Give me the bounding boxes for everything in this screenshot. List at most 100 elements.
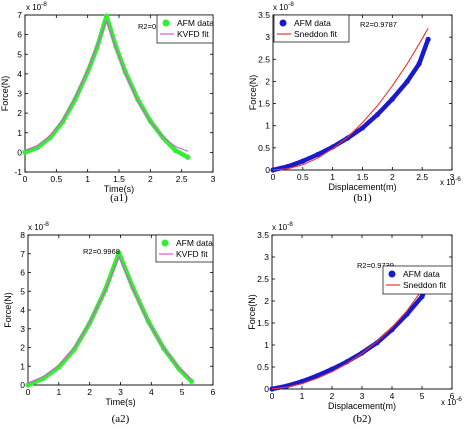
series-line-afm-data — [25, 250, 194, 388]
legend-label: Sneddon fit — [403, 280, 447, 290]
data-point — [374, 340, 380, 346]
y-tick-label: 2 — [264, 296, 269, 306]
y-tick-label: 8 — [20, 230, 25, 240]
y-axis-label: Force(N) — [247, 294, 257, 330]
chart-panel-a2: 0 1 2 3 4 5 6 0 1 2 3 4 5 6 7 8 Time(s) Force(N) x 10-8 R2=… — [3, 221, 216, 425]
x-axis-label: Displacement(m) — [328, 401, 396, 411]
x-tick-label: 0.5 — [50, 174, 62, 184]
y-axis-label: Force(N) — [248, 75, 258, 111]
panel-caption: (b1) — [353, 192, 372, 204]
y-tick-label: 1 — [17, 128, 22, 138]
y-tick-label: 4 — [17, 69, 22, 79]
legend-box — [273, 14, 350, 43]
series-line-fit — [27, 256, 192, 384]
y-tick-label: 1 — [20, 361, 25, 371]
x-tick-label: 4 — [149, 387, 154, 397]
x-tick-label: 1 — [330, 172, 335, 182]
y-exponent-power: -8 — [41, 1, 47, 8]
y-tick-label: 1 — [264, 340, 269, 350]
legend-marker — [388, 270, 396, 278]
x-tick-label: 3 — [360, 391, 365, 401]
chart-panel-b2: 0 1 2 3 4 5 6 0 0.5 1 1.5 2 2.5 3 3.5 Displacement(m) Fo… — [247, 221, 462, 425]
data-point — [103, 13, 110, 19]
x-tick-label: 2.5 — [176, 174, 188, 184]
y-exponent-base: x 10 — [28, 223, 44, 232]
y-tick-label: 6 — [17, 30, 22, 40]
data-point — [116, 250, 122, 256]
data-point — [374, 112, 381, 118]
x-tick-label: 5 — [420, 391, 425, 401]
data-point — [185, 154, 191, 160]
r2-annotation: R2=0.9918 — [138, 22, 175, 31]
data-point — [389, 96, 395, 102]
y-exponent: x 10-8 — [26, 1, 47, 12]
x-tick-label: 2 — [330, 391, 335, 401]
x-tick-label: 1.5 — [113, 174, 125, 184]
x-exponent-base: x 10 — [440, 178, 456, 187]
y-tick-label: 4 — [20, 305, 25, 315]
chart-panel-b1: 0 0.5 1 1.5 2 2.5 3 0 0.5 1 1.5 2 2.5 3 3.5 Displacemen… — [248, 1, 461, 204]
plot-frame — [271, 234, 453, 390]
y-tick-label: 1.5 — [258, 99, 270, 109]
y-exponent: x 10-8 — [273, 1, 294, 12]
y-tick-label: 5 — [20, 286, 25, 296]
legend-label: AFM data — [294, 18, 331, 28]
data-point — [314, 373, 320, 379]
x-tick-label: 0 — [23, 174, 28, 184]
r2-annotation: R2=0.9968 — [83, 247, 120, 256]
data-point — [160, 135, 166, 141]
r2-annotation: R2=0.9739 — [357, 261, 394, 270]
legend-label: AFM data — [177, 18, 214, 28]
chart-panel-a1: 0 0.5 1 1.5 2 2.5 3-101234567Time(s)Force(N)x … — [0, 1, 216, 204]
series-line-fit — [272, 28, 429, 171]
y-tick-label: 2.5 — [257, 274, 269, 284]
y-tick-label: 2.5 — [258, 54, 270, 64]
data-point — [176, 366, 182, 372]
y-tick-label: 2 — [265, 76, 270, 86]
y-tick-label: 1 — [265, 121, 270, 131]
panel-caption: (a2) — [112, 413, 130, 425]
y-tick-label: 0 — [265, 165, 270, 175]
y-exponent: x 10-8 — [28, 221, 49, 232]
x-axis-label: Time(s) — [105, 397, 135, 407]
y-tick-label: 2 — [17, 108, 22, 118]
panel-caption: (a1) — [110, 192, 128, 204]
y-tick-label: 0.5 — [257, 362, 269, 372]
legend-box — [382, 265, 453, 295]
y-exponent-base: x 10 — [273, 3, 289, 12]
data-point — [188, 378, 195, 384]
data-point — [416, 61, 422, 67]
x-tick-label: 3 — [450, 172, 455, 182]
y-tick-label: 3.5 — [257, 230, 269, 240]
y-axis-label: Force(N) — [0, 76, 10, 112]
legend-marker — [161, 239, 169, 247]
y-exponent-base: x 10 — [26, 3, 42, 12]
data-point — [60, 119, 66, 125]
x-exponent-power: -6 — [456, 396, 462, 403]
legend-marker — [279, 19, 287, 27]
y-exponent-power: -8 — [288, 1, 294, 8]
y-tick-label: 3.5 — [258, 10, 270, 20]
x-tick-label: 0 — [26, 387, 31, 397]
data-point — [359, 125, 366, 131]
legend-label: AFM data — [403, 269, 440, 279]
legend-label: KVFD fit — [176, 249, 208, 259]
x-exponent-base: x 10 — [441, 398, 457, 407]
series-line-afm-data — [269, 281, 431, 392]
x-tick-label: 3 — [118, 387, 123, 397]
y-tick-label: 1.5 — [257, 318, 269, 328]
x-tick-label: 3 — [211, 174, 216, 184]
legend-label: KVFD fit — [177, 29, 209, 39]
data-point — [315, 151, 321, 158]
y-tick-label: 2 — [20, 343, 25, 353]
x-axis-label: Time(s) — [104, 184, 134, 194]
data-point — [285, 163, 291, 170]
y-tick-label: 0 — [20, 380, 25, 390]
x-exponent-power: -6 — [455, 176, 461, 183]
x-tick-label: 1.5 — [357, 172, 369, 182]
y-tick-label: 0 — [264, 384, 269, 394]
